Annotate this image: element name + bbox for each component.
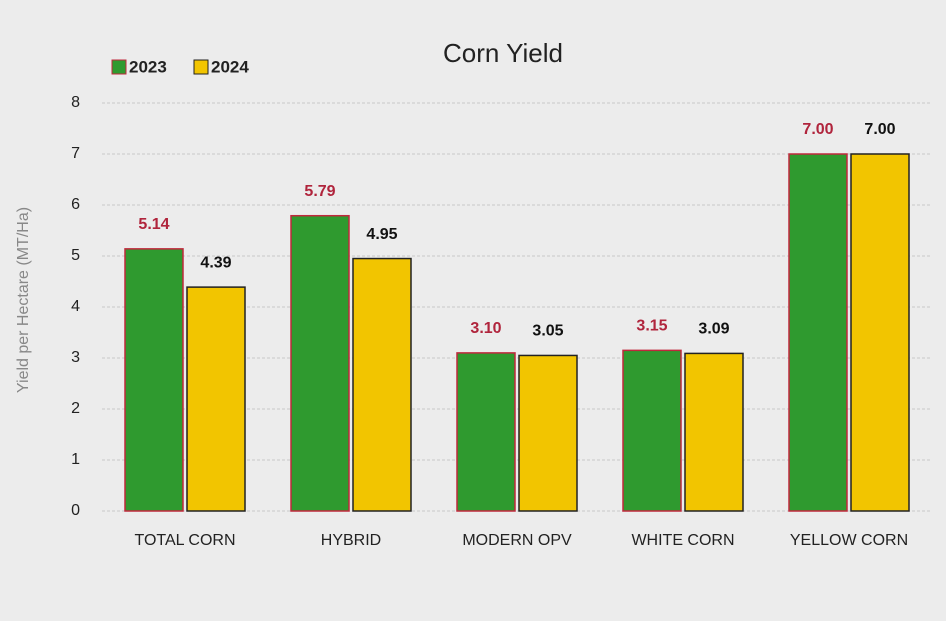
legend-swatch	[193, 59, 209, 75]
bar	[518, 354, 578, 512]
legend-swatch	[111, 59, 127, 75]
bar	[186, 286, 246, 512]
data-label: 3.05	[532, 323, 563, 340]
y-tick-label: 6	[71, 196, 80, 213]
bar	[352, 257, 412, 512]
y-tick-label: 4	[71, 298, 80, 315]
y-axis-label: Yield per Hectare (MT/Ha)	[15, 207, 32, 393]
data-label: 3.15	[636, 318, 667, 335]
y-tick-label: 2	[71, 400, 80, 417]
legend-label: 2023	[129, 57, 167, 76]
x-tick-label: HYBRID	[321, 532, 381, 549]
y-tick-label: 7	[71, 145, 80, 162]
data-label: 3.09	[698, 321, 729, 338]
data-label: 5.14	[138, 216, 169, 233]
bar	[850, 153, 910, 512]
legend-label: 2024	[211, 57, 249, 76]
x-tick-label: WHITE CORN	[631, 532, 734, 549]
y-tick-label: 8	[71, 94, 80, 111]
y-tick-label: 5	[71, 247, 80, 264]
bar	[622, 349, 682, 512]
data-label: 7.00	[864, 121, 895, 138]
data-label: 3.10	[470, 320, 501, 337]
x-tick-label: MODERN OPV	[462, 532, 572, 549]
y-tick-label: 1	[71, 451, 80, 468]
bar	[124, 248, 184, 512]
bar	[684, 352, 744, 512]
bar	[456, 352, 516, 512]
data-label: 4.39	[200, 254, 231, 271]
data-label: 4.95	[366, 226, 397, 243]
x-tick-label: TOTAL CORN	[134, 532, 235, 549]
bar	[290, 214, 350, 512]
bar	[788, 153, 848, 512]
x-tick-label: YELLOW CORN	[790, 532, 908, 549]
data-label: 5.79	[304, 183, 335, 200]
chart-title: Corn Yield	[443, 38, 563, 68]
data-label: 7.00	[802, 121, 833, 138]
y-tick-label: 0	[71, 502, 80, 519]
y-tick-label: 3	[71, 349, 80, 366]
